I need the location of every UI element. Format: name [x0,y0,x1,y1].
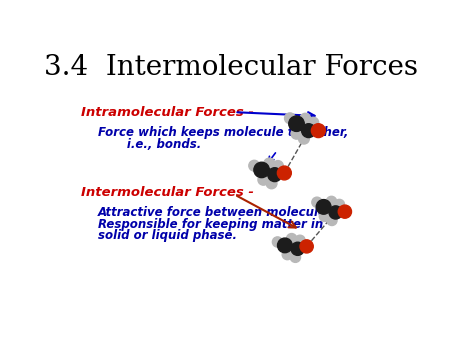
Circle shape [278,238,292,253]
Circle shape [329,206,342,219]
Circle shape [316,199,331,214]
Circle shape [326,196,337,207]
Text: Intermolecular Forces -: Intermolecular Forces - [81,186,254,199]
Circle shape [302,124,315,138]
Circle shape [300,113,310,124]
Circle shape [327,215,337,225]
Circle shape [277,166,291,180]
Circle shape [291,128,302,139]
Circle shape [334,199,345,210]
Circle shape [258,174,269,185]
Circle shape [312,197,322,208]
Circle shape [308,117,319,128]
Circle shape [273,161,284,171]
Circle shape [249,160,260,171]
Text: 3.4  Intermolecular Forces: 3.4 Intermolecular Forces [44,54,418,81]
Circle shape [264,158,275,169]
Circle shape [287,234,297,244]
Circle shape [290,252,301,262]
Circle shape [289,116,304,131]
Circle shape [300,240,313,253]
Circle shape [272,237,283,247]
Circle shape [295,235,305,245]
Text: Force which keeps molecule together,: Force which keeps molecule together, [98,126,348,139]
Circle shape [311,124,325,138]
Circle shape [291,242,304,256]
Text: Responsible for keeping matter in: Responsible for keeping matter in [98,218,324,231]
Circle shape [338,205,351,218]
Text: Intramolecular Forces -: Intramolecular Forces - [81,106,254,119]
Circle shape [266,178,277,189]
Text: Attractive force between molecules.: Attractive force between molecules. [98,206,338,219]
Circle shape [254,162,270,178]
Circle shape [284,113,295,124]
Circle shape [298,133,309,144]
Circle shape [282,249,292,260]
Text: solid or liquid phase.: solid or liquid phase. [98,229,237,242]
Circle shape [268,168,282,182]
Text: i.e., bonds.: i.e., bonds. [98,138,201,151]
Circle shape [320,211,329,221]
